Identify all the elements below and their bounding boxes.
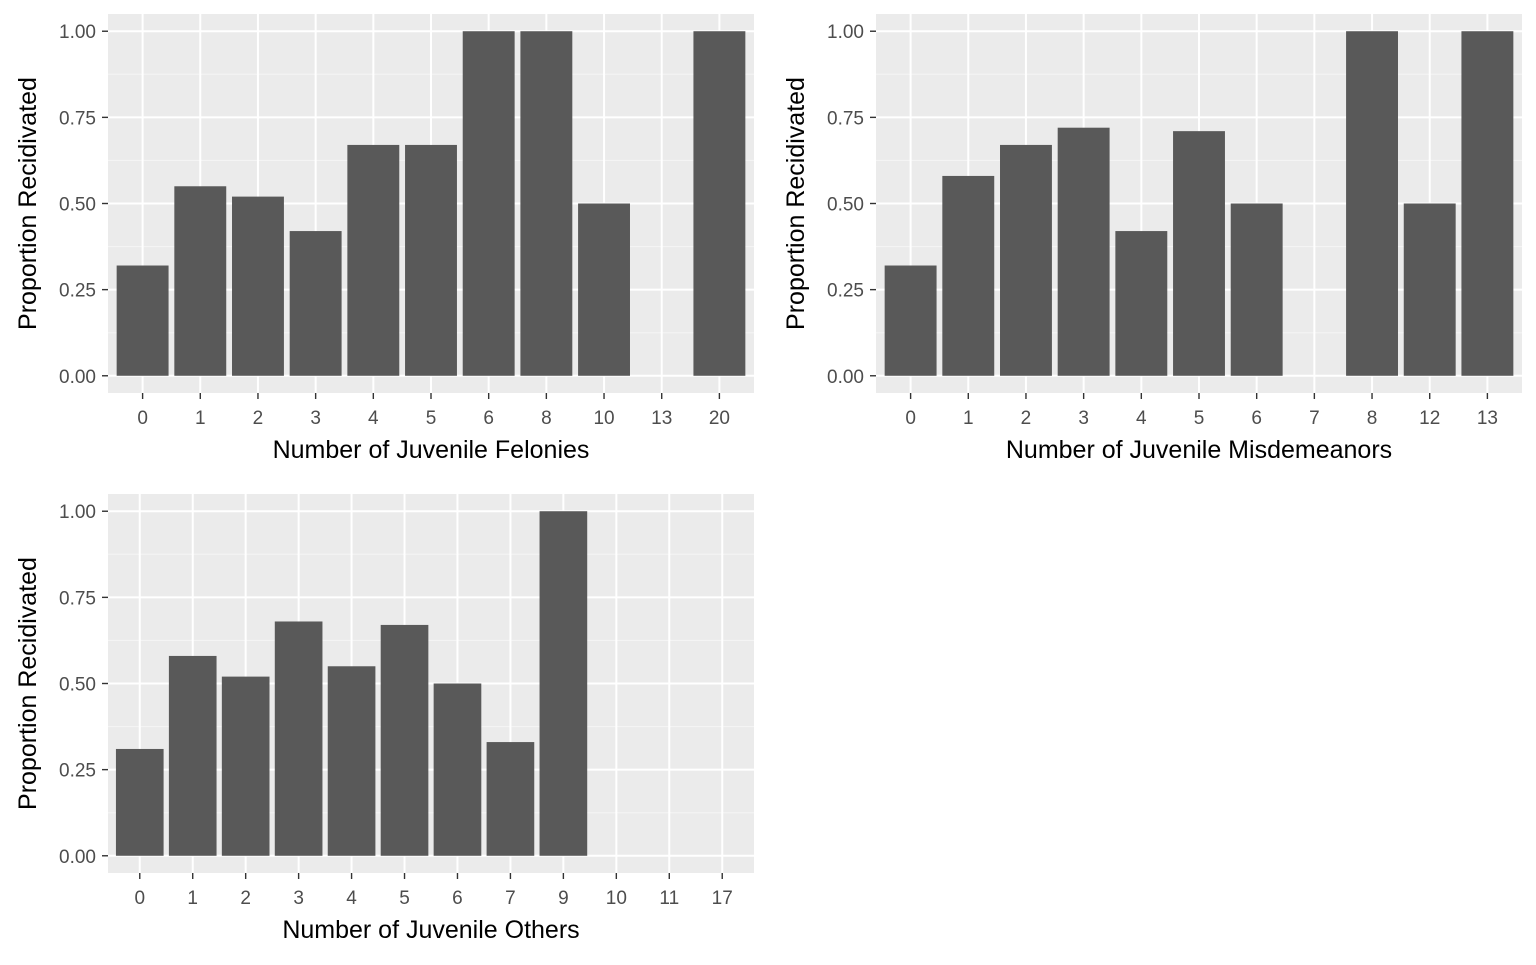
chart-others-svg: 0.00 0.25 0.50 0.75 1.00 0 1 2 3 4 5 6 7 9 10 11 17 Numbe… bbox=[14, 494, 754, 944]
bar bbox=[405, 144, 457, 376]
x-tick-label: 2 bbox=[240, 888, 251, 909]
bar bbox=[462, 31, 515, 376]
bar bbox=[1461, 31, 1514, 376]
y-tick-label: 0.75 bbox=[59, 108, 96, 129]
bar bbox=[1346, 31, 1398, 376]
y-tick-label: 0.00 bbox=[59, 367, 96, 388]
y-tick-label: 1.00 bbox=[59, 22, 96, 43]
y-axis-title: Proportion Recidivated bbox=[782, 77, 810, 330]
x-tick-label: 1 bbox=[963, 408, 974, 429]
chart-felonies-svg: 0.00 0.25 0.50 0.75 1.00 0 1 2 3 4 5 6 8 10 13 20 Number… bbox=[14, 14, 754, 464]
bar bbox=[1173, 131, 1225, 376]
chart-others: 0.00 0.25 0.50 0.75 1.00 0 1 2 3 4 5 6 7 9 10 11 17 Numbe… bbox=[0, 480, 768, 960]
x-tick-label: 9 bbox=[558, 888, 569, 909]
x-tick-label: 6 bbox=[483, 408, 494, 429]
bar bbox=[693, 31, 746, 376]
bar bbox=[221, 676, 270, 856]
y-tick-label: 0.00 bbox=[59, 847, 96, 868]
y-tick-label: 0.50 bbox=[827, 195, 864, 216]
x-tick-label: 3 bbox=[310, 408, 321, 429]
bar bbox=[174, 186, 227, 376]
x-axis-title: Number of Juvenile Misdemeanors bbox=[1006, 436, 1392, 464]
bar bbox=[116, 265, 169, 376]
bar bbox=[520, 31, 573, 376]
x-tick-label: 1 bbox=[195, 408, 206, 429]
y-tick-label: 0.75 bbox=[59, 588, 96, 609]
x-axis-title: Number of Juvenile Others bbox=[282, 916, 579, 944]
x-tick-label: 2 bbox=[253, 408, 264, 429]
x-tick-label: 20 bbox=[709, 408, 730, 429]
bar bbox=[486, 742, 535, 856]
x-tick-label: 5 bbox=[426, 408, 437, 429]
x-tick-label: 12 bbox=[1419, 408, 1440, 429]
x-tick-label: 3 bbox=[1078, 408, 1089, 429]
x-tick-label: 7 bbox=[505, 888, 516, 909]
x-axis-title: Number of Juvenile Felonies bbox=[273, 436, 590, 464]
bar bbox=[1000, 144, 1052, 376]
y-tick-label: 0.50 bbox=[59, 195, 96, 216]
x-tick-label: 6 bbox=[1251, 408, 1262, 429]
x-tick-label: 10 bbox=[593, 408, 614, 429]
bar bbox=[433, 683, 482, 856]
y-axis-title: Proportion Recidivated bbox=[14, 557, 42, 810]
x-tick-label: 5 bbox=[399, 888, 410, 909]
x-tick-label: 10 bbox=[606, 888, 627, 909]
bar bbox=[539, 511, 588, 856]
bar bbox=[1115, 231, 1168, 376]
x-tick-label: 7 bbox=[1309, 408, 1320, 429]
bar bbox=[380, 624, 429, 856]
x-tick-label: 4 bbox=[346, 888, 357, 909]
bar bbox=[347, 144, 400, 376]
y-tick-label: 0.50 bbox=[59, 675, 96, 696]
bar bbox=[1057, 127, 1110, 376]
x-tick-label: 5 bbox=[1194, 408, 1205, 429]
y-tick-label: 0.25 bbox=[59, 281, 96, 302]
bar bbox=[289, 231, 342, 376]
chart-misdemeanors: 0.00 0.25 0.50 0.75 1.00 0 1 2 3 4 5 6 7 8 12 13 Number … bbox=[768, 0, 1536, 480]
x-tick-label: 4 bbox=[368, 408, 379, 429]
bar bbox=[115, 748, 164, 856]
x-tick-label: 8 bbox=[1367, 408, 1378, 429]
bar bbox=[232, 196, 284, 376]
x-tick-label: 11 bbox=[659, 888, 679, 909]
chart-misdemeanors-svg: 0.000.250.500.751.000 1 2 3 4 5 6 7 8 12 13Number … bbox=[782, 14, 1522, 464]
y-tick-label: 0.25 bbox=[827, 281, 864, 302]
y-tick-label: 1.00 bbox=[827, 22, 864, 43]
y-axis-title: Proportion Recidivated bbox=[14, 77, 42, 330]
x-tick-label: 2 bbox=[1021, 408, 1032, 429]
x-tick-label: 3 bbox=[293, 888, 304, 909]
x-tick-label: 17 bbox=[712, 888, 733, 909]
x-tick-label: 13 bbox=[651, 408, 672, 429]
bar bbox=[327, 666, 376, 856]
bar bbox=[168, 655, 217, 856]
y-tick-label: 0.25 bbox=[59, 761, 96, 782]
bar bbox=[1230, 203, 1283, 376]
bar bbox=[274, 621, 323, 856]
x-tick-label: 0 bbox=[905, 408, 916, 429]
bar bbox=[1403, 203, 1456, 376]
y-tick-label: 0.00 bbox=[827, 367, 864, 388]
chart-felonies: 0.00 0.25 0.50 0.75 1.00 0 1 2 3 4 5 6 8 10 13 20 Number… bbox=[0, 0, 768, 480]
y-tick-label: 1.00 bbox=[59, 502, 96, 523]
bar bbox=[884, 265, 937, 376]
x-tick-label: 0 bbox=[137, 408, 148, 429]
x-tick-label: 1 bbox=[187, 888, 198, 909]
x-tick-label: 4 bbox=[1136, 408, 1147, 429]
x-tick-label: 0 bbox=[134, 888, 145, 909]
y-tick-label: 0.75 bbox=[827, 108, 864, 129]
bar bbox=[942, 175, 995, 376]
x-tick-label: 8 bbox=[541, 408, 552, 429]
x-tick-label: 13 bbox=[1477, 408, 1498, 429]
x-tick-label: 6 bbox=[452, 888, 463, 909]
bar bbox=[578, 203, 630, 376]
